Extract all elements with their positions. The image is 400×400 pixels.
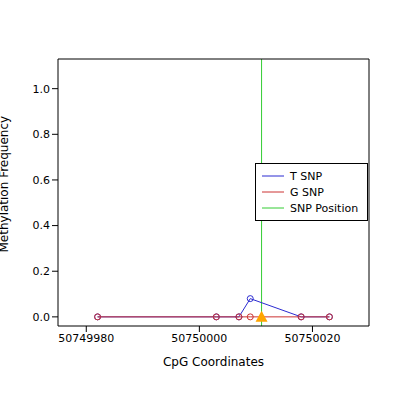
html-text:SNP Position: SNP Position — [290, 201, 359, 215]
svg-text:Methylation Frequency: Methylation Frequency — [8, 116, 11, 253]
svg-text:0.0: 0.0 — [33, 311, 51, 324]
html-text:G SNP: G SNP — [290, 185, 324, 199]
svg-text:0.4: 0.4 — [33, 219, 51, 232]
html-text:T SNP: T SNP — [290, 169, 323, 183]
svg-text:50749980: 50749980 — [58, 332, 114, 345]
svg-text:50750000: 50750000 — [171, 332, 227, 345]
svg-text:1.0: 1.0 — [33, 83, 51, 96]
svg-text:50750020: 50750020 — [284, 332, 340, 345]
svg-text:0.2: 0.2 — [33, 265, 51, 278]
svg-text:0.8: 0.8 — [33, 128, 51, 141]
svg-text:CpG Coordinates: CpG Coordinates — [163, 355, 264, 369]
svg-text:0.6: 0.6 — [33, 174, 51, 187]
